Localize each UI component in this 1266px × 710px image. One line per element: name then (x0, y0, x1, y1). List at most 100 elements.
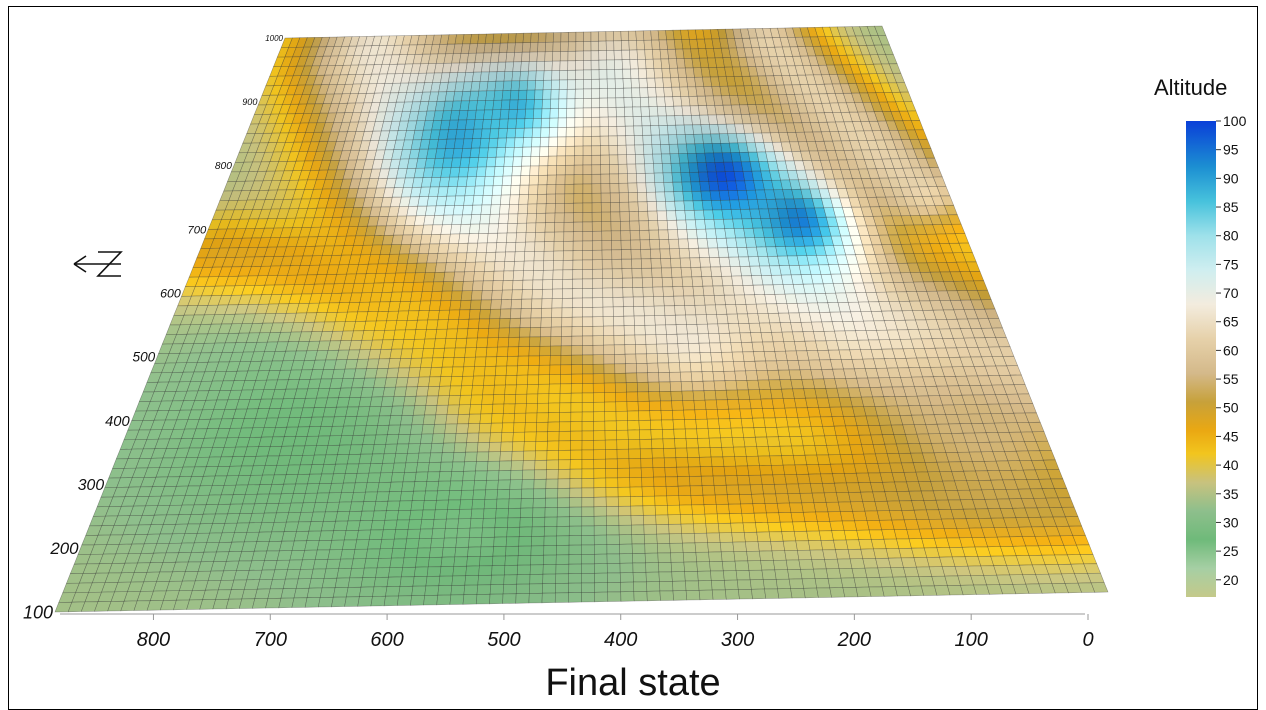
surface-cell (529, 336, 541, 347)
surface-cell (550, 345, 562, 356)
surface-cell (674, 200, 686, 211)
surface-cell (742, 522, 758, 533)
surface-cell (690, 114, 702, 126)
surface-cell (592, 287, 604, 299)
surface-cell (731, 532, 746, 543)
surface-cell (556, 516, 570, 527)
surface-cell (486, 232, 499, 244)
surface-cell (361, 501, 377, 512)
surface-cell (449, 385, 462, 396)
surface-cell (613, 315, 625, 327)
surface-cell (714, 389, 728, 401)
surface-cell (520, 298, 533, 309)
surface-cell (354, 472, 370, 484)
surface-cell (599, 135, 610, 146)
surface-cell (575, 69, 584, 80)
surface-cell (665, 200, 676, 212)
surface-cell (648, 391, 661, 402)
surface-cell (647, 87, 657, 98)
surface-cell (401, 481, 416, 492)
surface-cell (672, 419, 686, 430)
surface-cell (679, 257, 692, 268)
surface-cell (545, 212, 556, 223)
surface-cell (725, 484, 740, 495)
surface-cell (476, 451, 490, 462)
surface-cell (557, 468, 571, 480)
surface-cell (544, 516, 558, 527)
surface-cell (731, 351, 745, 362)
surface-cell (813, 568, 829, 579)
surface-cell (525, 403, 538, 414)
surface-cell (476, 337, 489, 348)
surface-cell (620, 220, 631, 232)
surface-cell (716, 408, 731, 420)
surface-cell (474, 109, 485, 120)
surface-cell (624, 353, 637, 364)
surface-cell (674, 48, 685, 59)
surface-cell (679, 162, 690, 173)
surface-cell (605, 31, 614, 42)
surface-cell (415, 262, 428, 274)
surface-cell (367, 539, 383, 550)
surface-cell (467, 546, 482, 557)
surface-cell (542, 573, 557, 584)
surface-cell (522, 32, 532, 43)
surface-cell (599, 97, 609, 108)
surface-cell (459, 223, 471, 235)
surface-cell (514, 42, 524, 53)
surface-cell (673, 105, 684, 116)
surface-cell (775, 578, 791, 590)
surface-cell (709, 447, 724, 458)
surface-cell (914, 129, 928, 140)
surface-cell (649, 115, 660, 126)
surface-cell (517, 346, 530, 357)
surface-cell (289, 550, 306, 561)
surface-cell (639, 429, 652, 440)
surface-cell (843, 530, 860, 541)
surface-cell (545, 488, 559, 499)
surface-cell (565, 136, 575, 147)
surface-cell (404, 462, 419, 473)
surface-cell (712, 475, 727, 486)
surface-cell (390, 472, 405, 483)
surface-cell (559, 411, 572, 423)
surface-cell (469, 90, 480, 102)
surface-cell (375, 567, 391, 578)
surface-cell (414, 471, 429, 482)
surface-cell (449, 594, 465, 605)
surface-cell (633, 591, 648, 602)
surface-cell (693, 399, 707, 411)
surface-cell (625, 363, 637, 374)
surface-cell (560, 41, 569, 52)
surface-cell (612, 296, 624, 308)
surface-cell (317, 596, 334, 608)
surface-cell (839, 511, 855, 522)
surface-cell (790, 379, 805, 390)
surface-cell (465, 337, 478, 349)
surface-cell (438, 471, 453, 482)
surface-cell (713, 484, 728, 496)
surface-cell (630, 496, 644, 507)
surface-cell (582, 164, 593, 175)
surface-cell (616, 135, 627, 146)
surface-cell (621, 40, 630, 51)
surface-cell (888, 557, 904, 568)
surface-cell (659, 248, 671, 259)
surface-cell (630, 239, 641, 250)
surface-cell (400, 291, 413, 302)
surface-cell (628, 192, 639, 203)
surface-cell (557, 127, 567, 138)
surface-cell (387, 491, 402, 502)
surface-cell (532, 507, 546, 518)
surface-cell (539, 146, 549, 157)
surface-cell (477, 157, 488, 168)
surface-cell (443, 433, 457, 444)
surface-cell (427, 461, 442, 473)
surface-cell (356, 529, 372, 541)
surface-cell (730, 522, 745, 533)
surface-cell (444, 262, 457, 273)
surface-cell (724, 380, 738, 391)
surface-cell (409, 424, 424, 435)
surface-cell (452, 148, 464, 159)
surface-cell (717, 323, 730, 334)
